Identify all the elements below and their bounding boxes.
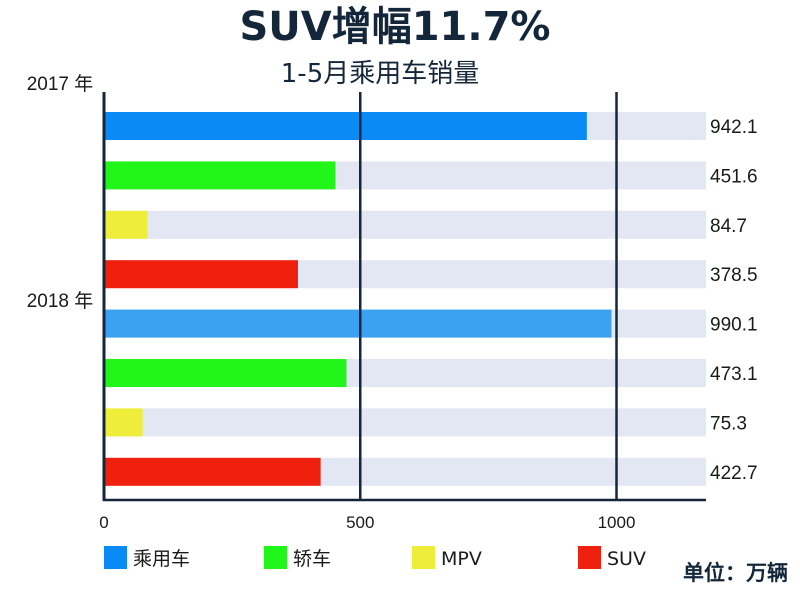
value-label: 84.7: [710, 216, 747, 237]
value-label: 990.1: [710, 315, 758, 336]
value-label: 422.7: [710, 463, 758, 484]
x-tick-label: 500: [346, 513, 374, 532]
group-label-1: 2018 年: [27, 290, 94, 312]
legend-swatch: [578, 546, 601, 569]
legend-label: 轿车: [293, 548, 331, 570]
x-tick-label: 1000: [598, 513, 636, 532]
value-label: 942.1: [710, 117, 758, 138]
x-tick-label: 0: [99, 513, 108, 532]
value-label: 378.5: [710, 265, 758, 286]
chart-subtitle: 1-5月乘用车销量: [281, 59, 479, 89]
legend-swatch: [104, 546, 127, 569]
chart-title: SUV增幅11.7%: [239, 4, 550, 50]
legend-swatch: [412, 546, 435, 569]
bar-2017-轿车: [104, 161, 336, 190]
unit-label: 单位：万辆: [683, 561, 788, 585]
bar-2017-SUV: [104, 260, 298, 289]
legend-label: 乘用车: [133, 548, 190, 570]
legend-label: MPV: [441, 548, 482, 570]
value-label: 75.3: [710, 413, 747, 434]
legend-swatch: [264, 546, 287, 569]
group-label-0: 2017 年: [27, 73, 94, 95]
value-label: 451.6: [710, 166, 758, 187]
legend-label: SUV: [607, 548, 646, 570]
plot-area: 942.1 451.6 84.7 378.5 990.1 473.1 75.3 422.7 0 5…: [27, 73, 758, 532]
bar-2018-SUV: [104, 457, 321, 486]
bar-track: [104, 210, 706, 239]
bar-2018-乘用车: [104, 309, 612, 338]
value-label: 473.1: [710, 364, 758, 385]
bar-2018-MPV: [104, 408, 143, 437]
bar-2017-乘用车: [104, 112, 587, 140]
bar-2018-轿车: [104, 359, 347, 387]
bar-track: [104, 408, 706, 437]
bar-2017-MPV: [104, 210, 148, 239]
legend: 乘用车 轿车 MPV SUV: [104, 546, 646, 570]
